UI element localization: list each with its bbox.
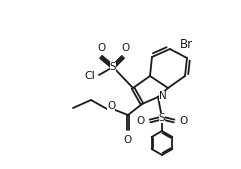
Text: O: O [124,135,132,145]
Text: S: S [110,62,116,72]
Text: O: O [179,116,187,126]
Text: S: S [159,113,165,123]
Text: O: O [97,43,105,53]
Text: O: O [107,101,115,111]
Text: O: O [121,43,129,53]
Text: Cl: Cl [84,71,95,81]
Text: N: N [159,91,167,101]
Text: O: O [137,116,145,126]
Text: Br: Br [180,38,193,51]
